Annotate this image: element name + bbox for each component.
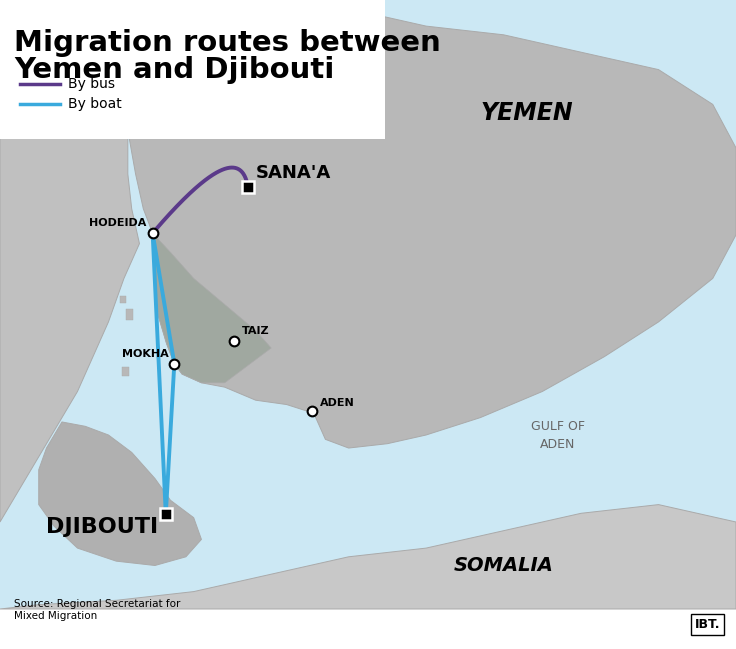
Polygon shape [39, 422, 202, 565]
Text: SANA'A: SANA'A [256, 164, 331, 182]
Text: HODEIDA: HODEIDA [89, 218, 146, 228]
Bar [0, 0, 385, 139]
Text: By boat: By boat [68, 97, 121, 111]
Text: Yemen and Djibouti: Yemen and Djibouti [14, 56, 334, 84]
Polygon shape [128, 0, 736, 448]
Text: Migration routes between: Migration routes between [14, 29, 441, 57]
Text: TAIZ: TAIZ [242, 326, 269, 336]
Polygon shape [122, 367, 130, 376]
Polygon shape [152, 233, 271, 383]
Text: Source: Regional Secretariat for
Mixed Migration: Source: Regional Secretariat for Mixed M… [14, 600, 180, 621]
Text: IBT.: IBT. [695, 618, 720, 631]
Text: By bus: By bus [68, 77, 115, 91]
Polygon shape [120, 296, 127, 303]
Polygon shape [126, 309, 133, 320]
Text: ADEN: ADEN [320, 398, 355, 408]
Text: GULF OF
ADEN: GULF OF ADEN [531, 419, 585, 450]
Text: YEMEN: YEMEN [481, 101, 573, 125]
Polygon shape [0, 0, 139, 522]
Text: MOKHA: MOKHA [121, 349, 169, 359]
Text: DJIBOUTI: DJIBOUTI [46, 517, 158, 537]
Polygon shape [0, 505, 736, 609]
Text: SOMALIA: SOMALIA [453, 556, 553, 575]
